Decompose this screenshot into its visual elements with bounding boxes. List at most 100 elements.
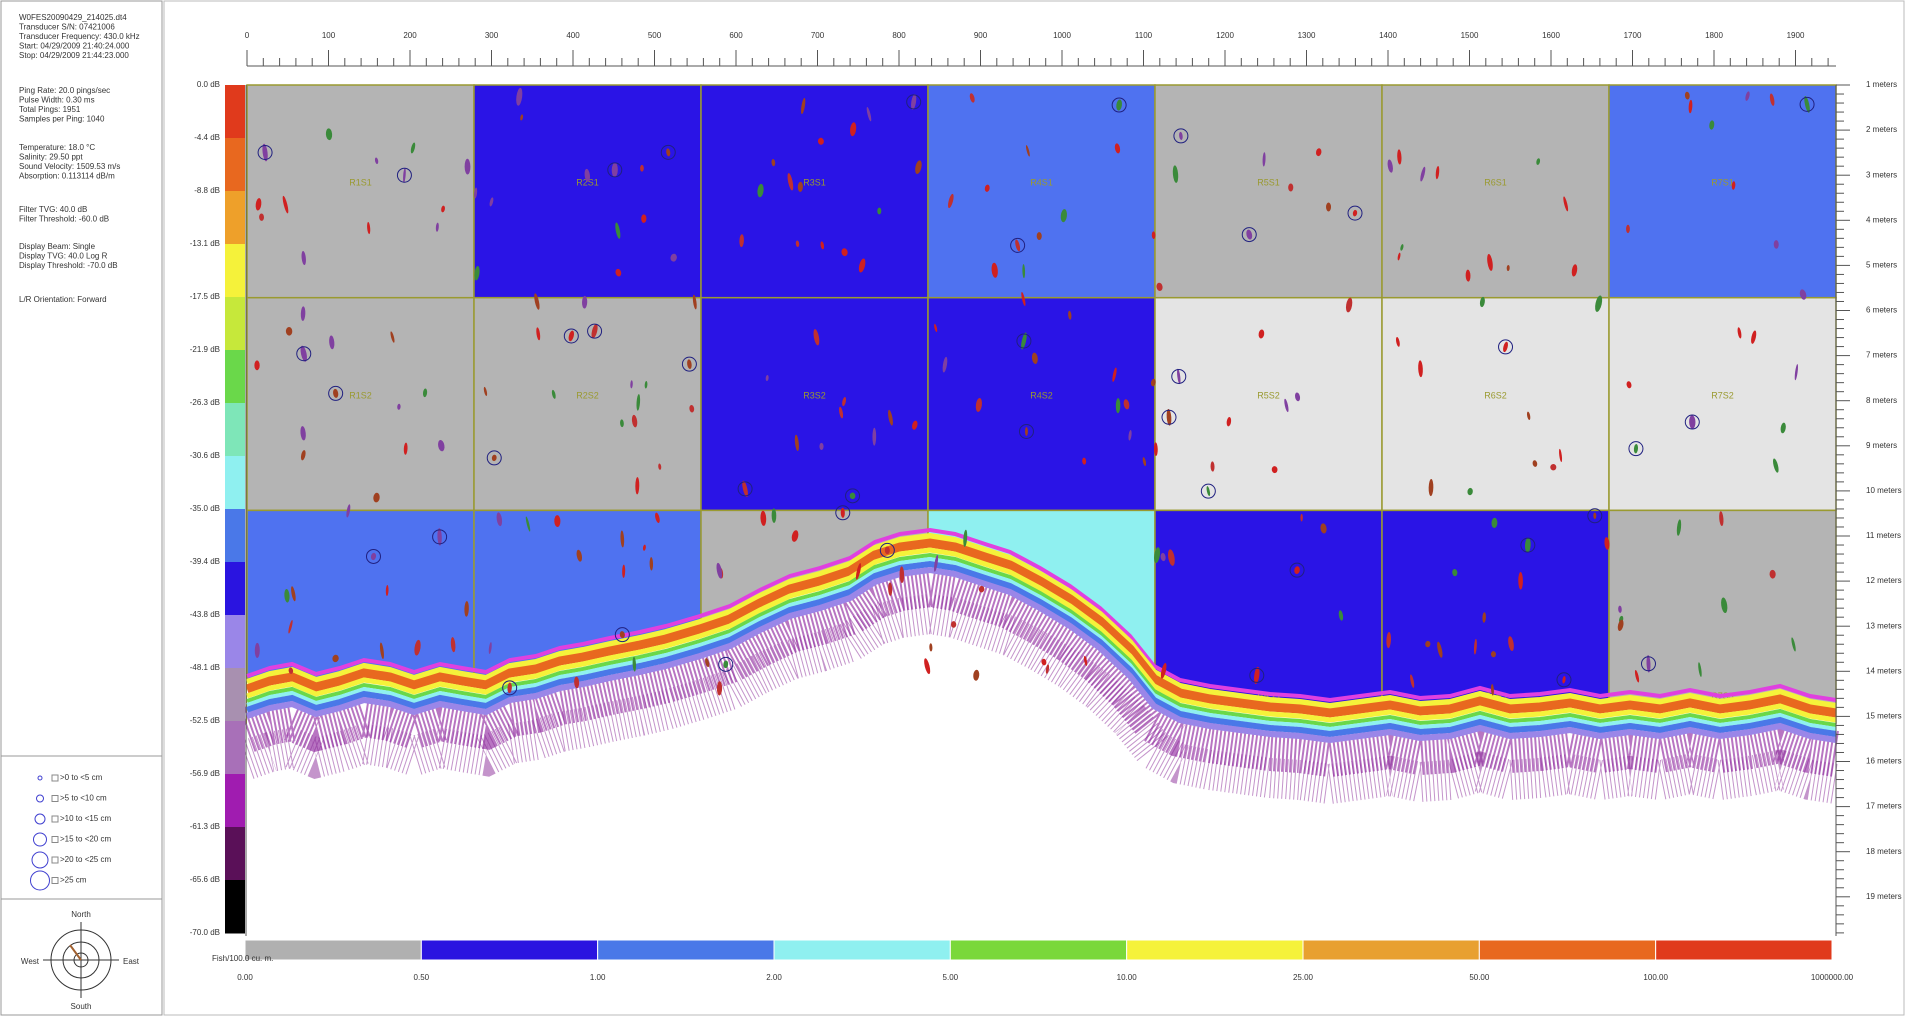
cell <box>246 296 475 512</box>
fish-target <box>520 114 524 121</box>
fish-target <box>491 454 497 462</box>
fish-target <box>1503 341 1508 353</box>
fish-target <box>329 335 335 350</box>
fish-target <box>1791 637 1796 652</box>
fish-target <box>899 566 905 584</box>
fish-target <box>912 420 918 430</box>
fish-ring <box>1498 339 1514 355</box>
legend-box <box>51 856 59 864</box>
fish-ring <box>1628 441 1644 457</box>
fish-target <box>1320 523 1327 534</box>
fish-target <box>1420 166 1426 182</box>
info-line: Pulse Width: 0.30 ms <box>19 96 95 105</box>
fish-target <box>1025 427 1028 436</box>
fish-target <box>839 406 844 419</box>
ping-label: 0 <box>245 31 250 40</box>
fish-target <box>1288 183 1294 192</box>
compass-south: South <box>71 1002 92 1011</box>
fish-target <box>739 234 744 248</box>
fish-target <box>1151 231 1156 239</box>
fish-target <box>1769 93 1775 106</box>
depth-label: 3 meters <box>1866 170 1897 179</box>
density-label: 1.00 <box>590 973 606 982</box>
fish-target <box>888 409 893 426</box>
legend-box <box>51 815 59 823</box>
fish-ring <box>432 529 448 545</box>
fish-target <box>640 164 644 172</box>
density-swatch <box>1302 939 1480 961</box>
cell-label: R5S2 <box>1257 390 1280 400</box>
fish-target <box>255 198 262 211</box>
fish-target <box>254 642 260 658</box>
db-label: -43.8 dB <box>190 610 220 619</box>
ping-label: 700 <box>811 31 825 40</box>
fish-target <box>1254 666 1260 684</box>
legend-symbol <box>31 851 49 869</box>
fish-target <box>872 427 877 446</box>
fish-ring <box>365 548 381 564</box>
fish-target <box>346 504 351 518</box>
fish-target <box>1437 641 1443 658</box>
ping-label: 1200 <box>1216 31 1234 40</box>
fish-target <box>1428 479 1434 497</box>
fish-target <box>1060 209 1067 223</box>
info-line: Transducer Frequency: 430.0 kHz <box>19 32 140 41</box>
fish-target <box>1676 519 1682 536</box>
fish-ring <box>879 542 895 558</box>
fish-ring <box>1111 97 1127 113</box>
fish-target <box>858 258 866 273</box>
fish-target <box>978 585 985 593</box>
depth-label: 16 meters <box>1866 757 1902 766</box>
info-line: Filter Threshold: -60.0 dB <box>19 215 109 224</box>
fish-target <box>325 128 333 141</box>
fish-ring <box>1010 237 1026 253</box>
depth-label: 12 meters <box>1866 576 1902 585</box>
fish-target <box>1482 612 1486 623</box>
fish-target <box>760 510 767 526</box>
fish-target <box>291 586 296 602</box>
fish-target <box>1177 368 1181 385</box>
cell-label: R4S1 <box>1030 178 1053 188</box>
fish-target <box>1115 398 1121 414</box>
fish-target <box>474 265 480 281</box>
fish-target <box>630 380 633 389</box>
db-swatch <box>225 721 245 775</box>
fish-target <box>649 557 654 571</box>
fish-target <box>1083 655 1088 666</box>
axes: 0 100 200 300 400 500 600 700 800 900 1000 1100 1200… <box>190 31 1902 982</box>
fish-ring <box>607 162 623 178</box>
db-swatch <box>225 138 245 192</box>
fish-target <box>1153 442 1158 456</box>
ping-label: 1700 <box>1624 31 1642 40</box>
fish-target <box>1112 367 1117 382</box>
db-label: -48.1 dB <box>190 663 220 672</box>
fish-ring <box>1161 409 1177 425</box>
legend-label: >25 cm <box>60 876 87 885</box>
fish-target <box>1634 669 1640 683</box>
density-swatch <box>949 939 1128 961</box>
db-swatch <box>225 509 245 563</box>
fish-target <box>877 207 882 215</box>
cell-label: R6S1 <box>1484 178 1507 188</box>
fish-target <box>689 404 695 413</box>
fish-target <box>1397 149 1402 165</box>
cell-label: R2S1 <box>576 178 599 188</box>
cell-label: R7S2 <box>1711 390 1734 400</box>
fish-ring <box>1684 414 1700 430</box>
fish-target <box>300 306 306 321</box>
fish-target <box>950 621 957 628</box>
fish-target <box>1300 513 1303 522</box>
cell-label: R3S1 <box>803 178 826 188</box>
fish-target <box>963 529 968 547</box>
density-swatch <box>1126 939 1304 961</box>
fish-target <box>1465 269 1471 282</box>
db-label: 0.0 dB <box>197 80 220 89</box>
fish-ring <box>718 656 734 672</box>
info-line: Stop: 04/29/2009 21:44:23.000 <box>19 51 129 60</box>
fish-ring <box>486 450 502 466</box>
fish-target <box>1563 196 1569 212</box>
fish-target <box>911 94 917 110</box>
fish-target <box>1395 336 1400 347</box>
fish-target <box>1294 566 1300 575</box>
